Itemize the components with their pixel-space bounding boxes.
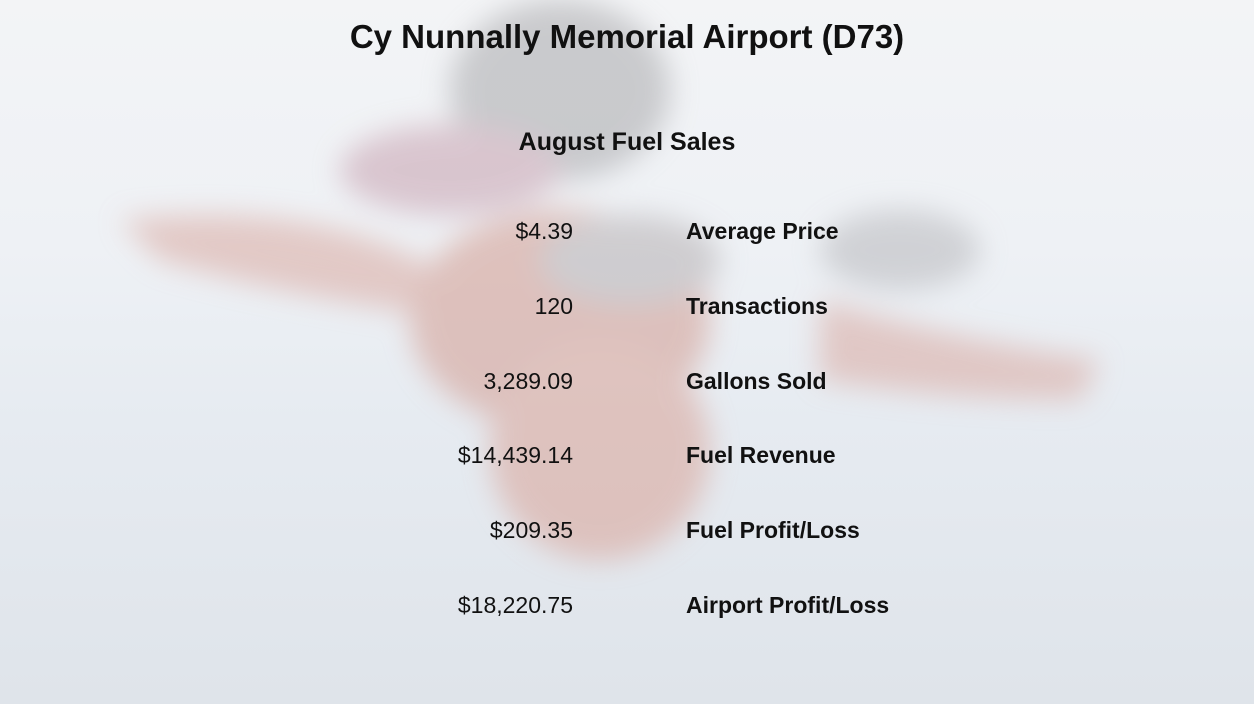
background-photo	[0, 0, 1254, 704]
stat-value: $4.39	[515, 218, 573, 245]
stat-value: 3,289.09	[483, 368, 573, 395]
stat-label: Airport Profit/Loss	[686, 592, 889, 619]
stat-label: Average Price	[686, 218, 839, 245]
stat-value: $209.35	[490, 517, 573, 544]
subtitle: August Fuel Sales	[0, 128, 1254, 157]
stat-value: $18,220.75	[458, 592, 573, 619]
slide: Cy Nunnally Memorial Airport (D73) Augus…	[0, 0, 1254, 704]
stat-label: Gallons Sold	[686, 368, 827, 395]
stat-value: 120	[535, 293, 573, 320]
stat-value: $14,439.14	[458, 442, 573, 469]
stat-label: Fuel Profit/Loss	[686, 517, 860, 544]
stat-label: Transactions	[686, 293, 828, 320]
stat-label: Fuel Revenue	[686, 442, 836, 469]
title: Cy Nunnally Memorial Airport (D73)	[0, 18, 1254, 56]
